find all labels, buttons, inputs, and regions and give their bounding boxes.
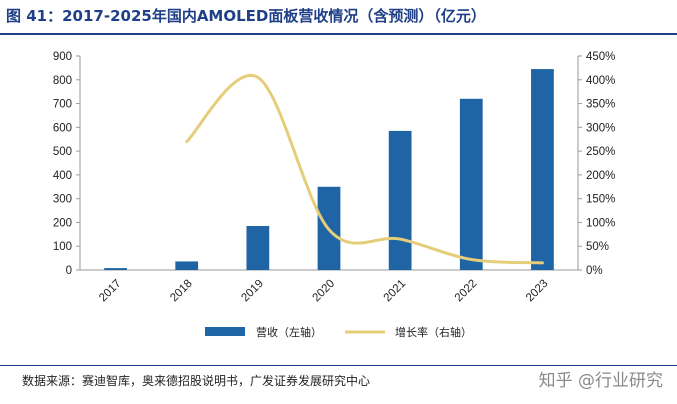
- y-tick-label-right: 350%: [586, 99, 615, 111]
- legend-swatch-bar: [205, 327, 245, 336]
- bar: [246, 226, 270, 270]
- growth-line: [185, 73, 544, 265]
- y-tick-label-left: 300: [53, 194, 72, 206]
- title-divider: [0, 33, 677, 35]
- y-tick-label-left: 200: [53, 217, 72, 229]
- bar: [459, 98, 483, 270]
- y-tick-label-left: 400: [53, 170, 72, 182]
- y-tick-label-right: 50%: [586, 241, 609, 253]
- bar: [531, 69, 554, 270]
- x-tick-label: 2020: [311, 278, 338, 305]
- y-tick-label-right: 250%: [586, 146, 615, 158]
- bar: [175, 261, 199, 270]
- source-divider: [0, 365, 677, 366]
- growth-line-path: [185, 73, 544, 265]
- source-note: 数据来源：赛迪智库，奥来德招股说明书，广发证券发展研究中心: [22, 374, 371, 388]
- watermark: 知乎 @行业研究: [538, 371, 663, 391]
- y-tick-label-left: 500: [53, 146, 72, 158]
- y-tick-label-left: 100: [53, 241, 72, 253]
- chart-title: 图 41：2017-2025年国内AMOLED面板营收情况（含预测）（亿元）: [6, 7, 486, 25]
- y-tick-label-right: 0%: [586, 265, 603, 277]
- legend: 营收（左轴） 增长率（右轴）: [205, 325, 472, 339]
- legend-label-line: 增长率（右轴）: [395, 325, 472, 339]
- y-tick-label-left: 600: [53, 122, 72, 134]
- y-tick-label-left: 900: [53, 51, 72, 63]
- chart: 0 100 200 300 400 500 600 700 800 900 0% 50% 100% 150…: [53, 51, 616, 339]
- y-tick-label-right: 400%: [586, 75, 615, 87]
- x-tick-label: 2019: [239, 278, 266, 305]
- bars: [104, 69, 554, 270]
- y-tick-label-left: 0: [66, 265, 72, 277]
- y-tick-label-right: 300%: [586, 122, 615, 134]
- legend-label-bar: 营收（左轴）: [256, 325, 322, 339]
- bar: [104, 268, 127, 270]
- x-tick-label: 2023: [524, 278, 551, 305]
- y-tick-label-right: 150%: [586, 194, 615, 206]
- y-tick-label-right: 200%: [586, 170, 615, 182]
- bar: [388, 130, 412, 270]
- y-tick-label-left: 800: [53, 75, 72, 87]
- y-tick-label-right: 100%: [586, 217, 615, 229]
- x-tick-label: 2022: [453, 278, 480, 305]
- y-tick-label-right: 450%: [586, 51, 615, 63]
- y-tick-label-left: 700: [53, 99, 72, 111]
- x-tick-label: 2018: [168, 278, 195, 305]
- x-tick-label: 2021: [382, 278, 409, 305]
- x-tick-label: 2017: [97, 278, 124, 305]
